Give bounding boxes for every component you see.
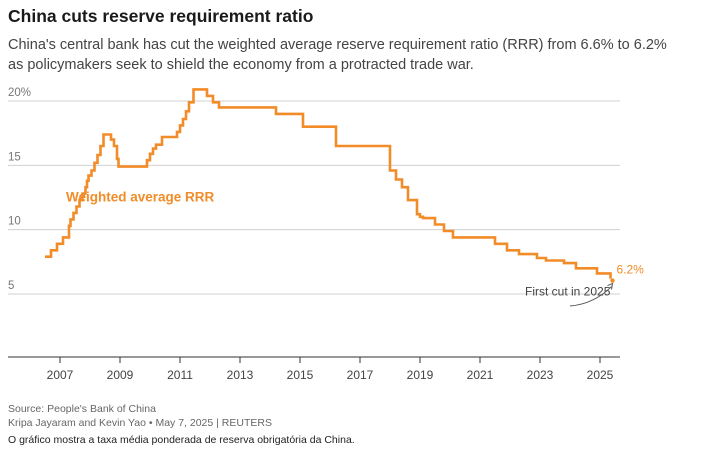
source-note: Source: People's Bank of China — [8, 403, 156, 415]
y-tick-label: 5 — [8, 280, 14, 292]
chart-subtitle: China's central bank has cut the weighte… — [8, 37, 667, 73]
latest-point-marker — [610, 278, 615, 283]
chart-title: China cuts reserve requirement ratio — [8, 6, 314, 26]
callout-arrowhead — [607, 282, 614, 290]
annotation-label: First cut in 2025 — [525, 284, 611, 298]
y-tick-label: 15 — [8, 151, 21, 163]
grid-lines: 20% 15 10 5 — [8, 87, 620, 295]
x-tick-label: 2015 — [287, 368, 314, 382]
annotation-label: Weighted average RRR — [66, 189, 215, 204]
series-layer — [44, 88, 615, 283]
x-tick-label: 2009 — [107, 368, 134, 382]
x-tick-label: 2017 — [347, 368, 374, 382]
x-tick-label: 2021 — [467, 368, 494, 382]
x-tick-label: 2019 — [407, 368, 434, 382]
x-tick-label: 2007 — [47, 368, 74, 382]
caption: O gráfico mostra a taxa média ponderada … — [8, 434, 355, 446]
annotations: Weighted average RRR 6.2% First cut in 202… — [66, 189, 645, 307]
callout-arrow — [569, 286, 612, 307]
rrr-series-line — [45, 88, 612, 279]
x-tick-label: 2023 — [527, 368, 554, 382]
x-tick-label: 2025 — [587, 368, 614, 382]
x-tick-label: 2013 — [227, 368, 254, 382]
y-tick-label: 10 — [8, 216, 21, 228]
byline: Kripa Jayaram and Kevin Yao • May 7, 202… — [8, 417, 272, 429]
x-tick-label: 2011 — [167, 368, 193, 382]
annotation-label: 6.2% — [617, 262, 645, 276]
x-axis: 2007 2009 2011 2013 2015 2017 2019 2021 2023 2025 — [8, 356, 620, 382]
y-tick-label: 20% — [8, 87, 31, 99]
